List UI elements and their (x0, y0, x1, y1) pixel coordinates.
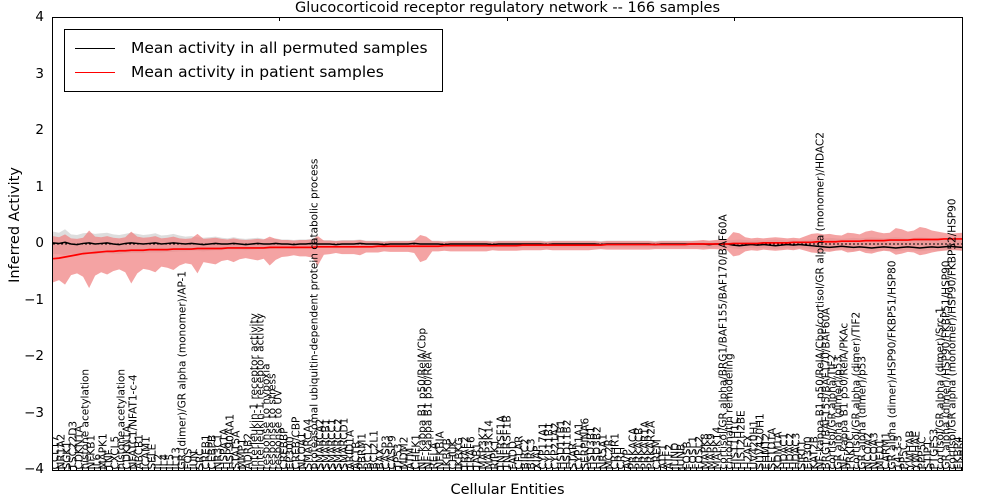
y-tick-label: −4 (24, 461, 44, 477)
permuted-mean-line (53, 241, 962, 249)
plot-area: Mean activity in all permuted samples Me… (52, 17, 963, 471)
chart-title: Glucocorticoid receptor regulatory netwo… (295, 0, 720, 16)
patient-std-band (53, 227, 962, 289)
y-axis-label: Inferred Activity (7, 167, 23, 283)
patient-line-group (53, 238, 962, 260)
legend-label-patient: Mean activity in patient samples (131, 63, 384, 81)
chart-legend: Mean activity in all permuted samples Me… (64, 29, 443, 92)
plot-canvas (53, 227, 962, 289)
legend-label-permuted: Mean activity in all permuted samples (131, 39, 428, 57)
legend-line-swatch-red (75, 71, 115, 73)
legend-item-patient[interactable]: Mean activity in patient samples (75, 60, 428, 84)
patient-mean-line (53, 238, 962, 260)
patient-band-group (53, 227, 962, 289)
legend-line-swatch-black (75, 47, 115, 49)
legend-item-permuted[interactable]: Mean activity in all permuted samples (75, 36, 428, 60)
x-axis-label: Cellular Entities (450, 482, 565, 498)
permuted-line-group (53, 241, 962, 249)
